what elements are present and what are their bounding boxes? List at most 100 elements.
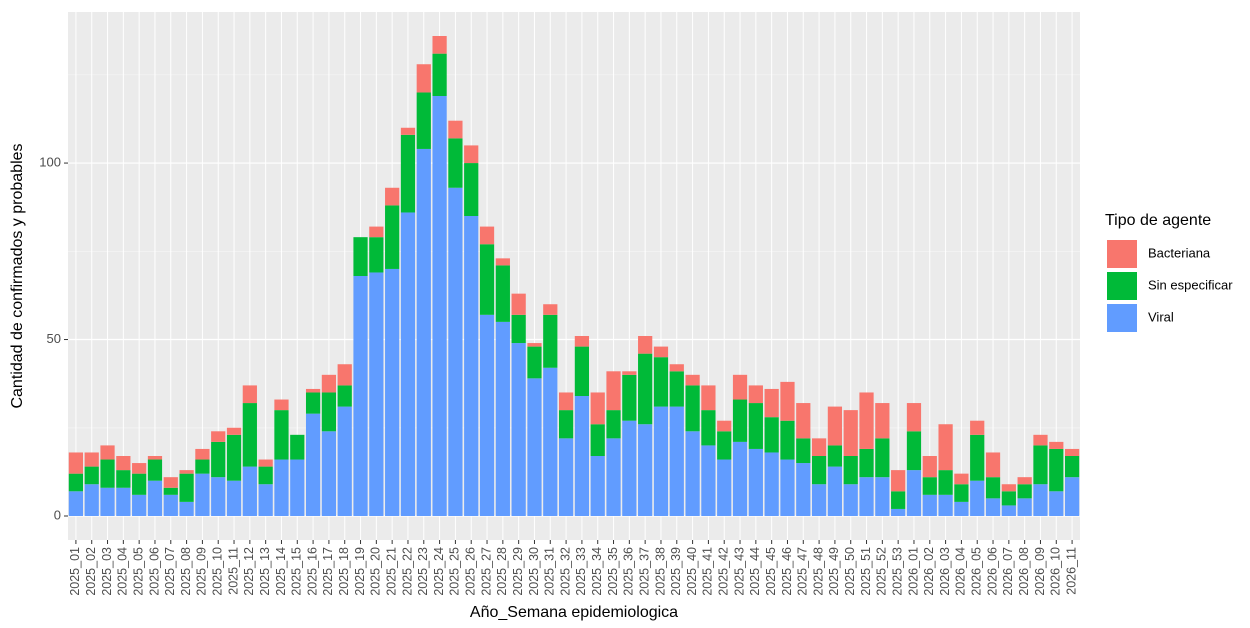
bar-segment bbox=[448, 187, 463, 516]
bar-segment bbox=[827, 445, 843, 467]
bar-segment bbox=[400, 127, 416, 135]
x-tick-label: 2025_23 bbox=[416, 547, 430, 596]
x-tick-label: 2025_06 bbox=[147, 547, 161, 596]
bar-segment bbox=[84, 484, 99, 516]
legend-label: Viral bbox=[1148, 309, 1174, 324]
x-tick-label: 2026_07 bbox=[1001, 547, 1015, 596]
x-axis-title: Año_Semana epidemiologica bbox=[470, 604, 678, 621]
bar-segment bbox=[717, 420, 732, 432]
bar-segment bbox=[748, 385, 763, 404]
x-tick-label: 2025_53 bbox=[890, 547, 904, 596]
bar-segment bbox=[321, 374, 337, 393]
bar-segment bbox=[717, 459, 732, 516]
y-tick-label: 50 bbox=[47, 331, 61, 346]
bar-segment bbox=[970, 480, 985, 516]
bar-segment bbox=[100, 459, 115, 488]
bar-segment bbox=[242, 385, 257, 404]
bar-segment bbox=[732, 441, 748, 516]
x-tick-label: 2025_17 bbox=[321, 547, 335, 596]
x-tick-label: 2025_01 bbox=[68, 547, 82, 596]
bar-segment bbox=[653, 406, 669, 516]
bar-segment bbox=[116, 456, 131, 471]
bar-segment bbox=[811, 438, 827, 456]
x-tick-label: 2025_34 bbox=[590, 547, 604, 596]
bar-segment bbox=[369, 237, 384, 273]
legend-label: Bacteriana bbox=[1148, 245, 1211, 260]
bar-segment bbox=[132, 494, 147, 516]
bar-segment bbox=[242, 466, 257, 516]
bar-segment bbox=[132, 463, 147, 474]
bar-segment bbox=[701, 445, 716, 516]
bar-segment bbox=[717, 431, 732, 460]
x-tick-label: 2025_33 bbox=[574, 547, 588, 596]
x-tick-label: 2026_08 bbox=[1017, 547, 1031, 596]
bar-segment bbox=[195, 448, 210, 460]
bar-segment bbox=[84, 452, 99, 467]
bar-segment bbox=[1049, 448, 1064, 492]
x-tick-label: 2025_15 bbox=[290, 547, 304, 596]
x-tick-label: 2026_03 bbox=[938, 547, 952, 596]
bar-segment bbox=[543, 367, 558, 516]
bar-segment bbox=[274, 459, 289, 516]
bar-segment bbox=[527, 346, 542, 379]
bar-segment bbox=[385, 187, 400, 206]
bar-segment bbox=[432, 53, 447, 96]
x-tick-label: 2026_05 bbox=[970, 547, 984, 596]
bar-segment bbox=[891, 508, 906, 516]
x-tick-label: 2025_37 bbox=[637, 547, 651, 596]
bar-segment bbox=[606, 371, 621, 411]
x-tick-label: 2025_24 bbox=[432, 547, 446, 596]
x-tick-label: 2025_45 bbox=[764, 547, 778, 596]
x-tick-label: 2025_32 bbox=[558, 547, 572, 596]
y-tick-label: 0 bbox=[54, 507, 61, 522]
bar-segment bbox=[843, 484, 858, 516]
bar-segment bbox=[859, 392, 874, 449]
bar-segment bbox=[1017, 498, 1032, 516]
x-tick-label: 2025_52 bbox=[875, 547, 889, 596]
legend-title: Tipo de agente bbox=[1105, 212, 1211, 229]
x-tick-label: 2025_43 bbox=[732, 547, 746, 596]
bar-segment bbox=[432, 96, 447, 516]
bar-segment bbox=[622, 374, 637, 421]
x-tick-label: 2025_27 bbox=[479, 547, 493, 596]
bar-segment bbox=[859, 448, 874, 478]
bar-segment bbox=[922, 477, 937, 495]
bar-segment bbox=[511, 293, 526, 315]
x-tick-label: 2025_10 bbox=[211, 547, 225, 596]
bar-segment bbox=[495, 321, 510, 516]
bar-segment bbox=[1001, 484, 1016, 492]
bar-segment bbox=[68, 473, 84, 492]
bar-segment bbox=[574, 396, 590, 516]
x-tick-label: 2025_50 bbox=[843, 547, 857, 596]
bar-segment bbox=[511, 314, 526, 344]
bar-segment bbox=[638, 353, 653, 425]
x-tick-label: 2025_19 bbox=[353, 547, 367, 596]
bar-segment bbox=[954, 501, 969, 516]
bar-segment bbox=[827, 406, 843, 446]
x-tick-label: 2025_47 bbox=[796, 547, 810, 596]
bar-segment bbox=[400, 212, 416, 516]
bar-segment bbox=[226, 480, 242, 516]
x-tick-label: 2025_41 bbox=[701, 547, 715, 596]
legend-key bbox=[1107, 272, 1137, 300]
x-tick-label: 2026_04 bbox=[954, 547, 968, 596]
bar-segment bbox=[701, 410, 716, 446]
bar-segment bbox=[1001, 491, 1016, 506]
x-tick-label: 2026_06 bbox=[985, 547, 999, 596]
bar-segment bbox=[606, 410, 621, 439]
bar-segment bbox=[448, 120, 463, 139]
bar-segment bbox=[1033, 445, 1048, 485]
x-tick-label: 2025_29 bbox=[511, 547, 525, 596]
bar-segment bbox=[985, 452, 1001, 478]
bar-segment bbox=[922, 494, 937, 516]
bar-segment bbox=[558, 410, 574, 439]
legend-key bbox=[1107, 304, 1137, 332]
bar-segment bbox=[543, 304, 558, 315]
bar-segment bbox=[226, 434, 242, 481]
x-tick-label: 2025_04 bbox=[116, 547, 130, 596]
bar-segment bbox=[954, 473, 969, 485]
bar-segment bbox=[970, 434, 985, 481]
bar-segment bbox=[606, 438, 621, 516]
bar-segment bbox=[305, 388, 321, 393]
bar-segment bbox=[1017, 477, 1032, 485]
